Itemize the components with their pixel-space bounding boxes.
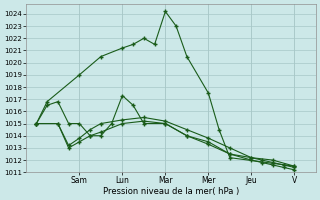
X-axis label: Pression niveau de la mer( hPa ): Pression niveau de la mer( hPa ) bbox=[103, 187, 239, 196]
